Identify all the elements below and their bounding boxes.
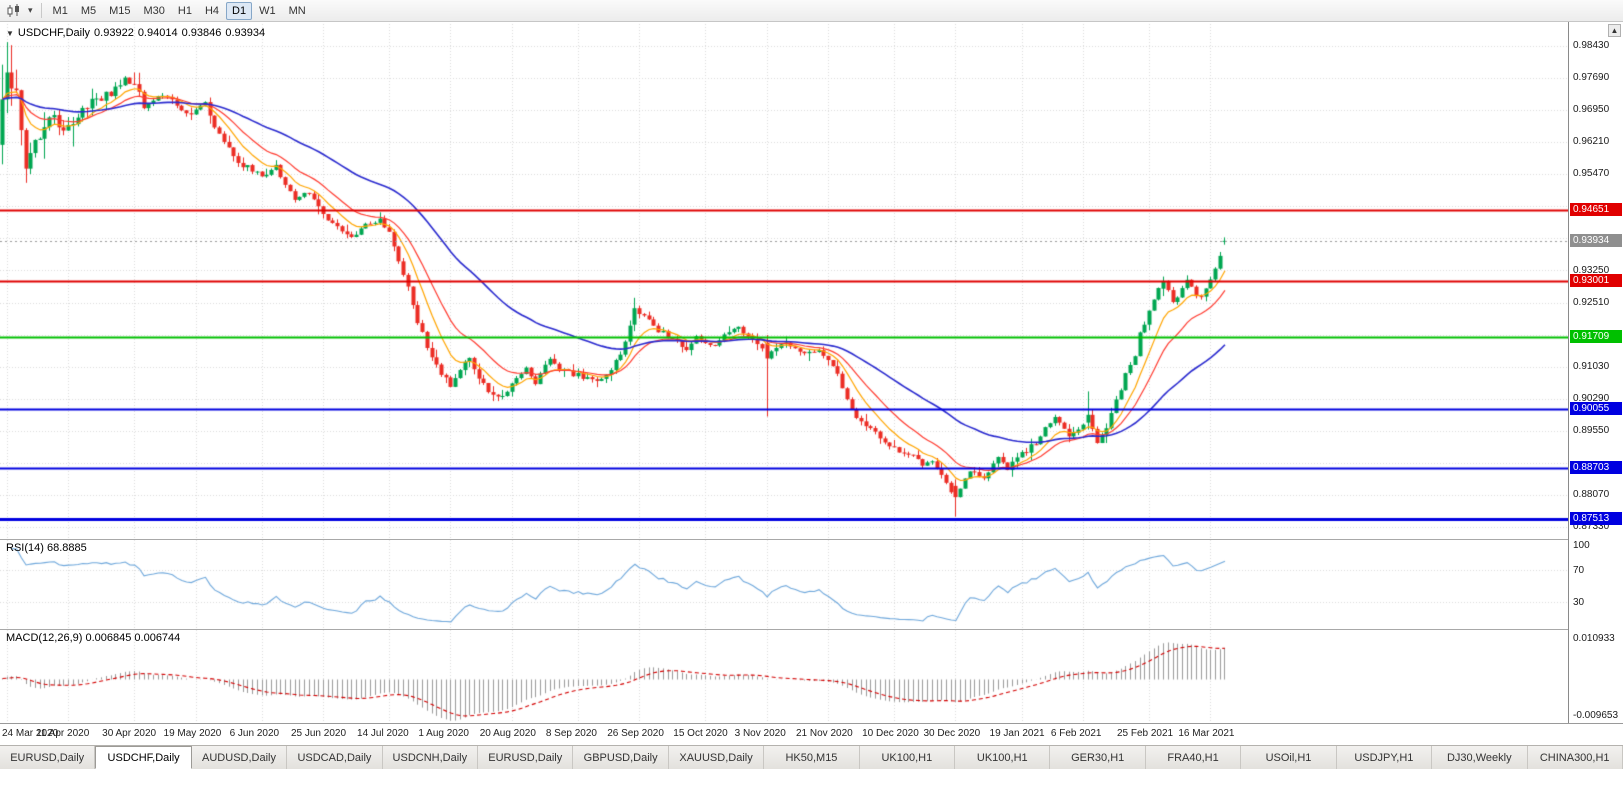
chart-tab-audusd-daily-2[interactable]: AUDUSD,Daily: [191, 746, 288, 769]
date-label: 16 Mar 2021: [1178, 728, 1235, 739]
date-label: 24 Mar 2020: [2, 728, 59, 739]
chart-tab-china300-h1-16[interactable]: CHINA300,H1: [1527, 746, 1623, 769]
chart-tab-uk100-h1-10[interactable]: UK100,H1: [955, 746, 1051, 769]
price-tick-label: 0.92510: [1573, 296, 1610, 308]
chart-tabs-bar: EURUSD,Daily USDCHF,Daily AUDUSD,Daily USDC…: [0, 745, 1623, 769]
timeframe-buttons: M1 M5 M15 M30 H1 H4 D1 W1 MN: [47, 1, 312, 20]
price-tick-label: 0.88070: [1573, 488, 1610, 500]
hline-price-label[interactable]: 0.87513: [1570, 512, 1622, 526]
hline-price-label[interactable]: 0.90055: [1570, 401, 1622, 415]
chart-tab-xauusd-daily-7[interactable]: XAUUSD,Daily: [668, 746, 765, 769]
price-tick-label: 0.97690: [1573, 72, 1610, 84]
macd-min-label: -0.009653: [1573, 710, 1619, 721]
price-axis[interactable]: ▲ 0.98430 0.97690 0.96950 0.96210 0.95470 0.9…: [1568, 22, 1623, 723]
macd-indicator-label: MACD(12,26,9) 0.006845 0.006744: [6, 632, 181, 644]
date-label: 3 Nov 2020: [734, 728, 786, 739]
date-axis[interactable]: 24 Mar 2020 11 Apr 2020 30 Apr 2020 19 May …: [0, 723, 1623, 745]
price-tick-label: 0.89550: [1573, 424, 1610, 436]
chart-type-icon[interactable]: [4, 2, 24, 20]
chart-tab-usdjpy-h1-14[interactable]: USDJPY,H1: [1336, 746, 1433, 769]
timeframe-button-h1[interactable]: H1: [172, 2, 198, 20]
timeframe-button-h4[interactable]: H4: [199, 2, 225, 20]
date-label: 6 Jun 2020: [229, 728, 280, 739]
candlestick-icon: [7, 3, 19, 17]
macd-max-label: 0.010933: [1573, 633, 1615, 644]
chart-tab-gbpusd-daily-6[interactable]: GBPUSD,Daily: [573, 746, 669, 769]
date-label: 19 Jan 2021: [989, 728, 1045, 739]
chart-tab-usdchf-daily-1[interactable]: USDCHF,Daily: [95, 746, 192, 769]
date-label: 6 Feb 2021: [1050, 728, 1102, 739]
chart-tab-dj30-weekly-15[interactable]: DJ30,Weekly: [1432, 746, 1528, 769]
timeframe-button-m5[interactable]: M5: [75, 2, 102, 20]
hline-price-label[interactable]: 0.91709: [1570, 330, 1622, 344]
timeframe-button-m1[interactable]: M1: [47, 2, 74, 20]
date-label: 30 Dec 2020: [923, 728, 981, 739]
chevron-down-icon[interactable]: ▾: [28, 5, 33, 15]
timeframe-toolbar: ▾ M1 M5 M15 M30 H1 H4 D1 W1 MN: [0, 0, 1623, 22]
date-label: 1 Aug 2020: [418, 728, 469, 739]
chart-tab-usdcnh-daily-4[interactable]: USDCNH,Daily: [382, 746, 479, 769]
date-label: 10 Dec 2020: [862, 728, 919, 739]
hline-price-label[interactable]: 0.93001: [1570, 274, 1622, 288]
date-label: 14 Jul 2020: [357, 728, 409, 739]
price-tick-label: 0.96950: [1573, 104, 1610, 116]
timeframe-button-m15[interactable]: M15: [103, 2, 136, 20]
ohlc-low: 0.93846: [181, 27, 222, 39]
expand-arrow-icon[interactable]: ▼: [6, 29, 14, 38]
date-label: 21 Nov 2020: [796, 728, 853, 739]
date-label: 25 Feb 2021: [1116, 728, 1174, 739]
timeframe-button-d1[interactable]: D1: [226, 1, 253, 20]
chart-tab-hk50-m15-8[interactable]: HK50,M15: [764, 746, 860, 769]
chart-tab-usdcad-daily-3[interactable]: USDCAD,Daily: [287, 746, 383, 769]
date-label: 30 Apr 2020: [102, 728, 157, 739]
pane-separator[interactable]: [0, 629, 1623, 630]
price-tick-label: 0.96210: [1573, 136, 1610, 148]
toolbar-separator: [40, 3, 42, 18]
chart-tab-eurusd-daily-5[interactable]: EURUSD,Daily: [478, 746, 574, 769]
chart-tab-usoil-h1-13[interactable]: USOil,H1: [1241, 746, 1337, 769]
price-tick-label: 0.91030: [1573, 360, 1610, 372]
date-label: 26 Sep 2020: [607, 728, 664, 739]
chart-tab-ger30-h1-11[interactable]: GER30,H1: [1050, 746, 1146, 769]
candlestick-chart-canvas[interactable]: [0, 22, 1568, 723]
price-tick-label: 0.98430: [1573, 40, 1610, 52]
price-tick-label: 0.90290: [1573, 392, 1610, 404]
chart-ohlc-title: ▼ USDCHF,Daily 0.93922 0.94014 0.93846 0.9393…: [6, 27, 269, 39]
price-tick-label: 0.93250: [1573, 264, 1610, 276]
chart-tab-fra40-h1-12[interactable]: FRA40,H1: [1145, 746, 1242, 769]
date-label: 8 Sep 2020: [545, 728, 597, 739]
hline-price-label[interactable]: 0.88703: [1570, 460, 1622, 474]
rsi-level-label: 100: [1573, 540, 1590, 551]
rsi-level-label: 30: [1573, 597, 1585, 609]
date-label: 15 Oct 2020: [673, 728, 728, 739]
date-label: 11 Apr 2020: [36, 728, 90, 739]
chart-symbol-label: USDCHF,Daily: [17, 27, 91, 39]
current-price-label: 0.93934: [1570, 233, 1622, 247]
ohlc-high: 0.94014: [137, 27, 178, 39]
price-tick-label: 0.87330: [1573, 521, 1610, 533]
chart-tab-eurusd-daily-0[interactable]: EURUSD,Daily: [0, 746, 96, 769]
rsi-level-label: 70: [1573, 564, 1585, 576]
timeframe-button-w1[interactable]: W1: [253, 2, 282, 20]
ohlc-close: 0.93934: [225, 27, 266, 39]
date-label: 20 Aug 2020: [479, 728, 536, 739]
timeframe-button-mn[interactable]: MN: [283, 2, 312, 20]
hline-price-label[interactable]: 0.94651: [1570, 202, 1622, 216]
chart-tab-uk100-h1-9[interactable]: UK100,H1: [859, 746, 956, 769]
ohlc-open: 0.93922: [94, 27, 134, 39]
date-label: 25 Jun 2020: [290, 728, 347, 739]
date-label: 19 May 2020: [163, 728, 222, 739]
scroll-up-button[interactable]: ▲: [1608, 24, 1621, 37]
rsi-indicator-label: RSI(14) 68.8885: [6, 542, 87, 554]
pane-separator[interactable]: [0, 539, 1623, 540]
price-tick-label: 0.95470: [1573, 168, 1610, 180]
timeframe-button-m30[interactable]: M30: [138, 2, 171, 20]
